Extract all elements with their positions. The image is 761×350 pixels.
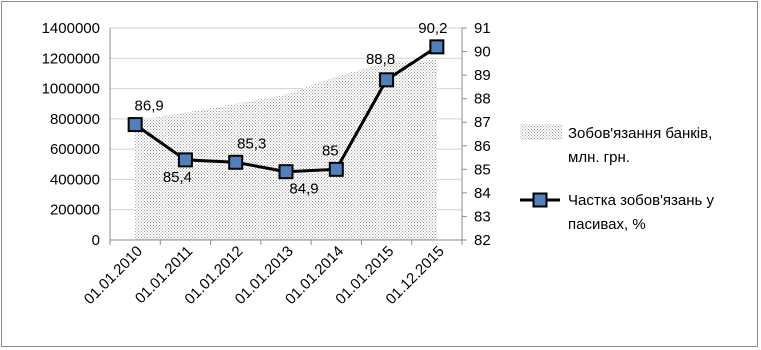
area-liabilities [135,59,437,240]
line-marker [127,117,143,133]
line-marker [328,161,344,177]
y-left-tick-label: 1400000 [42,20,100,37]
y-right-tick-label: 85 [474,161,491,178]
y-left-tick-label: 400000 [50,171,100,188]
data-label: 85,4 [163,169,192,186]
legend-swatch-area [520,124,562,140]
data-label: 86,9 [135,98,164,115]
y-right-tick-label: 87 [474,114,491,131]
data-label: 90,2 [418,20,447,37]
legend-label-line: Частка зобов'язань у [568,192,715,209]
line-marker [177,152,193,168]
y-left-tick-label: 0 [92,232,100,249]
y-left-tick-label: 1200000 [42,50,100,67]
y-left-tick-label: 800000 [50,111,100,128]
y-right-tick-label: 84 [474,185,491,202]
data-label: 88,8 [366,51,395,68]
line-series [127,39,445,180]
y-left-tick-label: 200000 [50,202,100,219]
y-right-tick-label: 86 [474,138,491,155]
y-right-tick-label: 82 [474,232,491,249]
y-right-tick-label: 89 [474,67,491,84]
y-left-tick-label: 600000 [50,141,100,158]
legend-label-area: Зобов'язання банків, [568,125,712,142]
legend-marker [532,192,548,208]
y-right-tick-label: 88 [474,91,491,108]
area-series [135,59,437,240]
data-labels: 86,9 85,4 85,3 84,9 85 88,8 90,2 [135,20,448,198]
y-right-tick-label: 91 [474,20,491,37]
line-marker [278,164,294,180]
line-marker [429,39,445,55]
data-label: 84,9 [289,181,318,198]
y-left-tick-label: 1000000 [42,81,100,98]
y-right-tick-label: 83 [474,208,491,225]
data-label: 85 [322,142,339,159]
legend: Зобов'язання банків, млн. грн. Частка зобо… [520,124,715,233]
legend-label-area: млн. грн. [568,149,630,166]
y-right-tick-label: 90 [474,44,491,61]
line-marker [228,154,244,170]
line-marker [379,72,395,88]
legend-label-line: пасивах, % [568,216,646,233]
data-label: 85,3 [237,135,266,152]
